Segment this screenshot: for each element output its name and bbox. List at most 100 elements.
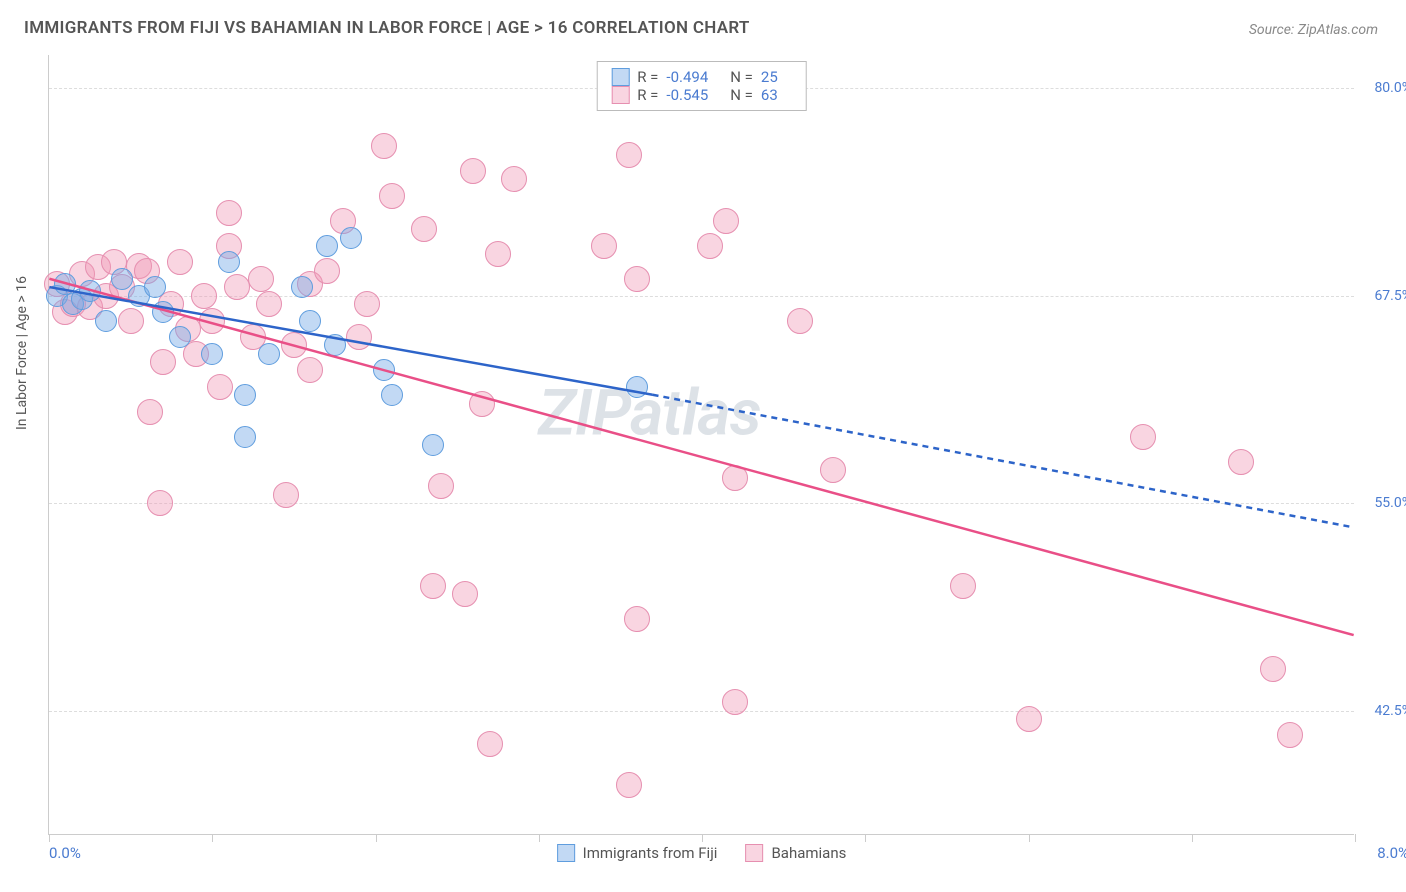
x-axis-min-label: 0.0% xyxy=(49,844,81,862)
data-point-bahamians xyxy=(207,374,233,400)
data-point-bahamians xyxy=(460,158,486,184)
data-point-fiji xyxy=(291,276,313,298)
data-point-bahamians xyxy=(428,473,454,499)
legend-label-fiji: Immigrants from Fiji xyxy=(583,844,718,862)
data-point-bahamians xyxy=(616,142,642,168)
plot-area: R = -0.494 N = 25 R = -0.545 N = 63 ZIPa… xyxy=(48,55,1354,835)
data-point-bahamians xyxy=(722,689,748,715)
y-tick-label: 67.5% xyxy=(1374,288,1406,304)
data-point-bahamians xyxy=(697,233,723,259)
x-tick xyxy=(865,834,866,842)
data-point-bahamians xyxy=(256,291,282,317)
data-point-bahamians xyxy=(216,200,242,226)
series-legend: Immigrants from Fiji Bahamians xyxy=(557,844,847,862)
source-attribution: Source: ZipAtlas.com xyxy=(1249,22,1378,38)
x-tick xyxy=(49,834,50,842)
data-point-fiji xyxy=(299,310,321,332)
data-point-fiji xyxy=(422,434,444,456)
watermark: ZIPatlas xyxy=(538,376,760,451)
x-tick xyxy=(1192,834,1193,842)
data-point-fiji xyxy=(95,310,117,332)
data-point-bahamians xyxy=(224,274,250,300)
data-point-bahamians xyxy=(477,731,503,757)
legend-swatch-fiji xyxy=(611,68,629,86)
chart-container: IMMIGRANTS FROM FIJI VS BAHAMIAN IN LABO… xyxy=(0,0,1406,892)
data-point-bahamians xyxy=(167,249,193,275)
data-point-bahamians xyxy=(1228,449,1254,475)
legend-swatch-bahamians-icon xyxy=(745,844,763,862)
data-point-fiji xyxy=(316,235,338,257)
data-point-bahamians xyxy=(501,166,527,192)
gridline xyxy=(49,503,1354,504)
data-point-bahamians xyxy=(199,308,225,334)
data-point-fiji xyxy=(234,384,256,406)
data-point-fiji xyxy=(340,227,362,249)
legend-item-bahamians: Bahamians xyxy=(745,844,846,862)
y-tick-label: 55.0% xyxy=(1374,495,1406,511)
legend-n-bahamians: 63 xyxy=(761,86,778,104)
data-point-bahamians xyxy=(485,241,511,267)
data-point-bahamians xyxy=(379,183,405,209)
data-point-bahamians xyxy=(713,208,739,234)
data-point-bahamians xyxy=(273,482,299,508)
data-point-bahamians xyxy=(150,349,176,375)
data-point-bahamians xyxy=(820,457,846,483)
data-point-bahamians xyxy=(1277,722,1303,748)
data-point-bahamians xyxy=(147,490,173,516)
data-point-bahamians xyxy=(248,266,274,292)
data-point-bahamians xyxy=(411,216,437,242)
chart-title: IMMIGRANTS FROM FIJI VS BAHAMIAN IN LABO… xyxy=(24,18,750,38)
data-point-fiji xyxy=(381,384,403,406)
data-point-bahamians xyxy=(452,581,478,607)
data-point-fiji xyxy=(152,301,174,323)
data-point-fiji xyxy=(79,280,101,302)
data-point-bahamians xyxy=(371,133,397,159)
data-point-bahamians xyxy=(314,258,340,284)
data-point-bahamians xyxy=(281,332,307,358)
data-point-fiji xyxy=(258,343,280,365)
legend-swatch-bahamians xyxy=(611,86,629,104)
data-point-bahamians xyxy=(624,606,650,632)
data-point-fiji xyxy=(324,334,346,356)
data-point-fiji xyxy=(144,276,166,298)
data-point-bahamians xyxy=(950,573,976,599)
y-axis-label: In Labor Force | Age > 16 xyxy=(14,276,30,430)
data-point-bahamians xyxy=(354,291,380,317)
data-point-bahamians xyxy=(137,399,163,425)
legend-n-label: N = xyxy=(730,68,753,86)
data-point-bahamians xyxy=(118,308,144,334)
y-tick-label: 80.0% xyxy=(1374,80,1406,96)
legend-row-bahamians: R = -0.545 N = 63 xyxy=(611,86,792,104)
x-axis-max-label: 8.0% xyxy=(1377,844,1406,862)
x-tick xyxy=(539,834,540,842)
data-point-bahamians xyxy=(297,357,323,383)
x-tick xyxy=(1355,834,1356,842)
data-point-fiji xyxy=(169,326,191,348)
x-tick xyxy=(212,834,213,842)
data-point-bahamians xyxy=(591,233,617,259)
data-point-fiji xyxy=(626,376,648,398)
legend-label-bahamians: Bahamians xyxy=(771,844,846,862)
legend-n-label: N = xyxy=(730,86,753,104)
data-point-bahamians xyxy=(420,573,446,599)
data-point-bahamians xyxy=(1016,706,1042,732)
data-point-fiji xyxy=(218,251,240,273)
legend-row-fiji: R = -0.494 N = 25 xyxy=(611,68,792,86)
data-point-bahamians xyxy=(722,465,748,491)
data-point-bahamians xyxy=(469,391,495,417)
x-tick xyxy=(376,834,377,842)
legend-r-label: R = xyxy=(637,68,658,86)
data-point-bahamians xyxy=(191,283,217,309)
legend-r-bahamians: -0.545 xyxy=(666,86,708,104)
legend-n-fiji: 25 xyxy=(761,68,778,86)
data-point-fiji xyxy=(373,359,395,381)
x-tick xyxy=(1029,834,1030,842)
data-point-bahamians xyxy=(624,266,650,292)
correlation-legend: R = -0.494 N = 25 R = -0.545 N = 63 xyxy=(596,61,807,111)
gridline xyxy=(49,711,1354,712)
legend-swatch-fiji-icon xyxy=(557,844,575,862)
data-point-bahamians xyxy=(787,308,813,334)
data-point-bahamians xyxy=(616,772,642,798)
legend-r-fiji: -0.494 xyxy=(666,68,708,86)
data-point-bahamians xyxy=(1130,424,1156,450)
